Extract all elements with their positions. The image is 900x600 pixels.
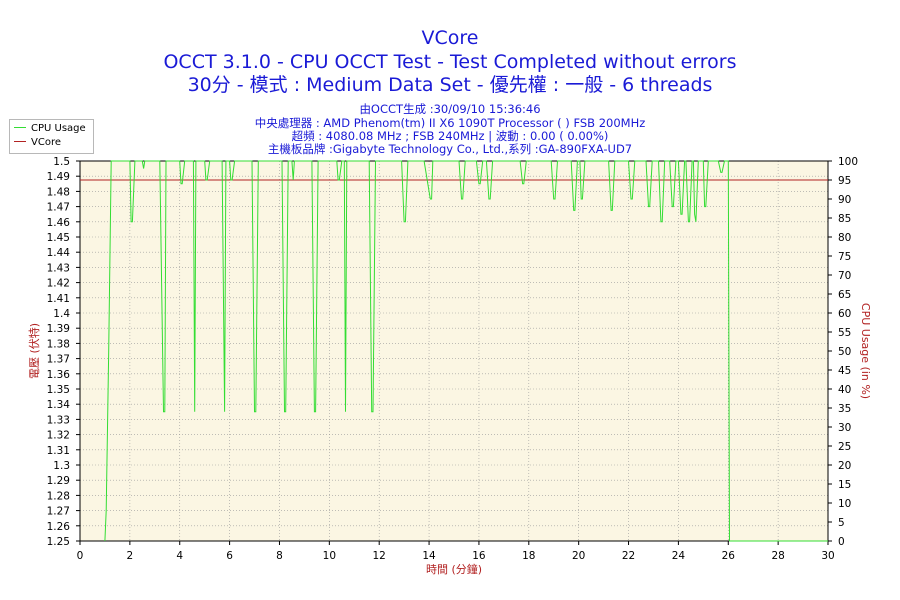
y2-tick-label: 40 <box>838 384 851 396</box>
y2-tick-label: 35 <box>838 403 851 415</box>
chart-subtitle-test: OCCT 3.1.0 - CPU OCCT Test - Test Comple… <box>163 51 737 73</box>
legend-swatch-vcore <box>14 140 26 142</box>
y2-tick-label: 45 <box>838 365 851 377</box>
y2-tick-label: 15 <box>838 479 851 491</box>
y-tick-label: 1.3 <box>53 460 70 472</box>
y2-tick-label: 80 <box>838 232 851 244</box>
y2-axis-label: CPU Usage (in %) <box>859 303 872 399</box>
y-tick-label: 1.32 <box>47 430 70 442</box>
y2-tick-label: 50 <box>838 346 851 358</box>
x-tick-label: 20 <box>572 550 585 562</box>
info-overclock: 超頻 : 4080.08 MHz ; FSB 240MHz | 波動 : 0.0… <box>291 129 609 143</box>
y2-tick-label: 70 <box>838 270 851 282</box>
legend-item-cpu-usage: CPU Usage <box>14 123 86 135</box>
y-tick-label: 1.31 <box>47 445 70 457</box>
y2-tick-label: 60 <box>838 308 851 320</box>
y-tick-label: 1.43 <box>47 262 70 274</box>
y-tick-label: 1.49 <box>47 171 70 183</box>
chart-legend: CPU Usage VCore <box>9 119 94 154</box>
y2-tick-label: 90 <box>838 194 851 206</box>
x-tick-label: 6 <box>226 550 233 562</box>
y-tick-label: 1.28 <box>47 490 70 502</box>
y-tick-label: 1.46 <box>47 217 71 229</box>
y2-tick-label: 55 <box>838 327 851 339</box>
y-tick-label: 1.5 <box>53 156 70 168</box>
y-tick-label: 1.25 <box>47 536 70 548</box>
y2-tick-label: 25 <box>838 441 851 453</box>
x-tick-label: 22 <box>622 550 635 562</box>
y-tick-label: 1.39 <box>47 323 70 335</box>
x-tick-label: 8 <box>276 550 283 562</box>
y2-tick-label: 75 <box>838 251 851 263</box>
y2-tick-label: 10 <box>838 498 851 510</box>
y-tick-label: 1.36 <box>47 369 71 381</box>
x-tick-label: 18 <box>522 550 535 562</box>
x-tick-label: 12 <box>373 550 386 562</box>
y2-tick-label: 100 <box>838 156 858 168</box>
y-tick-label: 1.35 <box>47 384 70 396</box>
x-tick-label: 30 <box>821 550 834 562</box>
y-tick-label: 1.38 <box>47 338 70 350</box>
y-tick-label: 1.47 <box>47 202 70 214</box>
chart-subtitle-mode: 30分 - 模式 : Medium Data Set - 優先權 : 一般 - … <box>187 74 713 96</box>
y2-tick-label: 5 <box>838 517 845 529</box>
y-tick-label: 1.27 <box>47 506 70 518</box>
x-axis-label: 時間 (分鐘) <box>426 562 482 576</box>
y2-tick-label: 65 <box>838 289 851 301</box>
info-motherboard: 主機板品牌 :Gigabyte Technology Co., Ltd.,系列 … <box>267 142 633 156</box>
y-tick-label: 1.26 <box>47 521 71 533</box>
y-tick-label: 1.34 <box>47 399 71 411</box>
plot-area <box>80 161 828 541</box>
y-tick-label: 1.48 <box>47 186 70 198</box>
y2-tick-label: 95 <box>838 175 851 187</box>
legend-label-cpu-usage: CPU Usage <box>31 123 86 134</box>
legend-label-vcore: VCore <box>31 137 61 148</box>
y-tick-label: 1.4 <box>53 308 70 320</box>
x-tick-label: 0 <box>77 550 84 562</box>
y-tick-label: 1.33 <box>47 414 70 426</box>
x-tick-label: 26 <box>722 550 736 562</box>
x-tick-label: 2 <box>127 550 134 562</box>
x-tick-label: 4 <box>176 550 183 562</box>
y-axis-label: 電壓 (伏特) <box>27 323 41 379</box>
x-tick-label: 24 <box>672 550 686 562</box>
info-cpu: 中央處理器 : AMD Phenom(tm) II X6 1090T Proce… <box>254 116 646 130</box>
y-tick-label: 1.45 <box>47 232 70 244</box>
x-tick-label: 28 <box>771 550 784 562</box>
y-tick-label: 1.41 <box>47 293 70 305</box>
y-tick-label: 1.42 <box>47 278 70 290</box>
series-line-cpu-usage <box>104 160 828 542</box>
y2-tick-label: 85 <box>838 213 851 225</box>
x-tick-label: 14 <box>422 550 436 562</box>
y-tick-label: 1.29 <box>47 475 70 487</box>
y-tick-label: 1.37 <box>47 354 70 366</box>
x-tick-label: 16 <box>472 550 486 562</box>
legend-swatch-cpu-usage <box>14 126 26 128</box>
legend-item-vcore: VCore <box>14 137 61 149</box>
x-tick-label: 10 <box>323 550 336 562</box>
chart-title: VCore <box>421 27 479 49</box>
y2-tick-label: 30 <box>838 422 851 434</box>
y2-tick-label: 20 <box>838 460 851 472</box>
info-generated: 由OCCT生成 :30/09/10 15:36:46 <box>359 102 541 116</box>
y2-tick-label: 0 <box>838 536 845 548</box>
y-tick-label: 1.44 <box>47 247 71 259</box>
